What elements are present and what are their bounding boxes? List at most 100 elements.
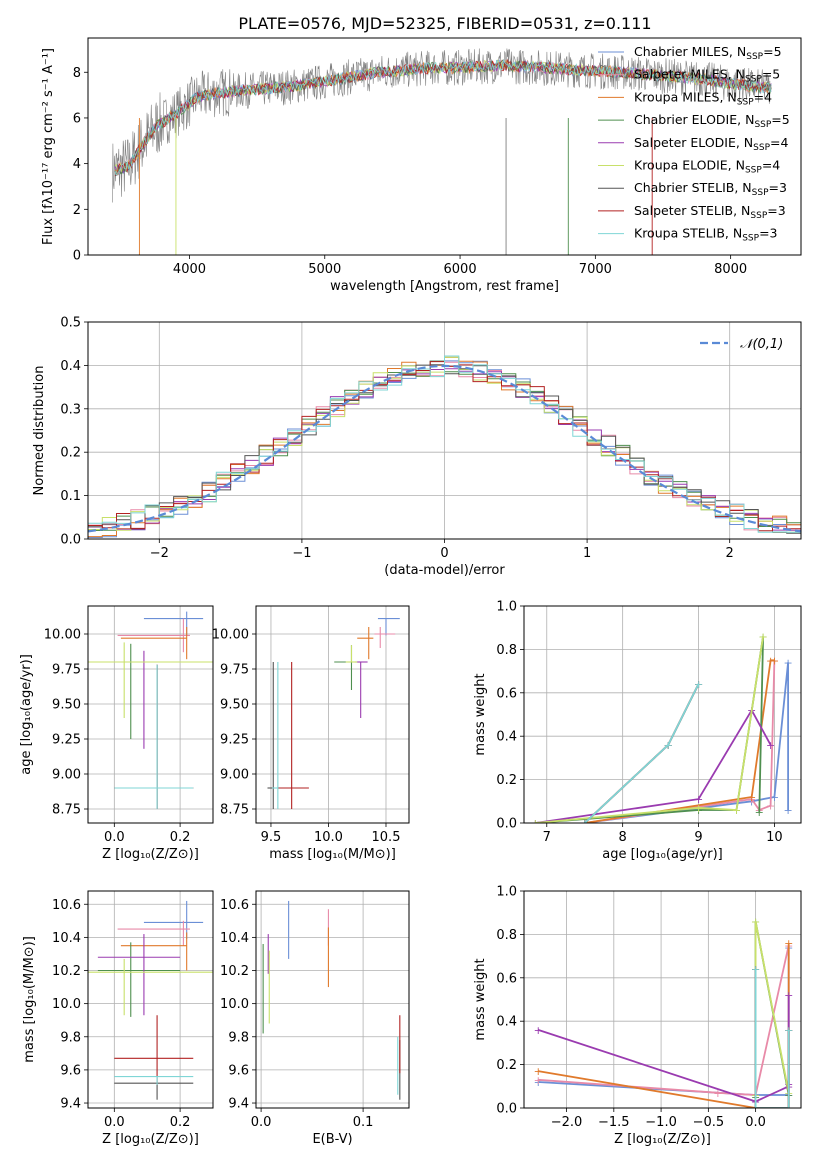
- x-tick-label: −1.5: [598, 1115, 630, 1130]
- y-tick-label: 0: [73, 249, 81, 264]
- y-tick-label: 2: [73, 203, 81, 218]
- series-salpeter-elodie: [535, 708, 772, 823]
- y-tick-label: 1.0: [496, 885, 517, 900]
- y-tick-label: 10.6: [220, 898, 249, 913]
- y-tick-label: 10.2: [52, 964, 81, 979]
- ebv-panel: 0.0 0.1 9.4 9.6 9.8 10.0 10.2 10.4 10.6 E(B-V): [220, 890, 410, 1147]
- y-tick-label: 9.50: [52, 698, 81, 713]
- series-marker: +: [531, 817, 540, 830]
- series-marker: +: [580, 817, 589, 830]
- x-axis-label: Z [log₁₀(Z/Z⊙)]: [614, 1132, 711, 1147]
- x-axis-label: Z [log₁₀(Z/Z⊙)]: [102, 847, 199, 862]
- x-tick-label: 0.0: [104, 830, 125, 845]
- age-vs-mass-panel: 9.5 10.0 10.5 8.75 9.00 9.25 9.50 9.75 10.00 mass…: [212, 605, 410, 862]
- series-marker: +: [784, 1024, 793, 1037]
- x-tick-label: −1.0: [645, 1115, 677, 1130]
- series-marker: +: [713, 1087, 722, 1100]
- series-marker: +: [747, 793, 756, 806]
- massweight-vs-age-panel: 7 8 9 10 0.0 0.2 0.4 0.6 0.8 1.0 age [log₁₀(age/yr…: [473, 600, 802, 862]
- x-tick-label: 9: [694, 830, 702, 845]
- series-marker: +: [784, 1102, 793, 1115]
- y-tick-label: 9.4: [60, 1097, 81, 1112]
- x-tick-label: 4000: [173, 262, 206, 277]
- y-tick-label: 0.8: [496, 928, 517, 943]
- y-tick-label: 0.6: [496, 971, 517, 986]
- series-marker: +: [694, 793, 703, 806]
- y-tick-label: 9.6: [228, 1063, 249, 1078]
- y-tick-label: 9.4: [228, 1097, 249, 1112]
- series-marker: +: [534, 1065, 543, 1078]
- x-axis-label: Z [log₁₀(Z/Z⊙)]: [102, 1132, 199, 1147]
- y-tick-label: 8.75: [220, 803, 249, 818]
- axes-frame: [87, 321, 802, 540]
- series-marker: +: [747, 795, 756, 808]
- axes-frame: [255, 890, 410, 1109]
- legend-label: 𝒩(0,1): [740, 337, 783, 352]
- y-tick-label: 10.0: [52, 997, 81, 1012]
- y-tick-label: 6: [73, 111, 81, 126]
- x-tick-label: −2.0: [551, 1115, 583, 1130]
- series-marker: +: [534, 1074, 543, 1087]
- y-axis-label: mass weight: [473, 958, 488, 1040]
- y-tick-label: 9.75: [52, 663, 81, 678]
- series-marker: +: [766, 739, 775, 752]
- series-marker: +: [531, 817, 540, 830]
- spectrum-panel: 4000 5000 6000 7000 8000 0 2 4 6 8 wavelength [Ang…: [41, 37, 802, 294]
- y-tick-label: 0.4: [496, 730, 517, 745]
- y-tick-label: 0.0: [60, 533, 81, 548]
- y-tick-label: 10.00: [44, 628, 81, 643]
- legend-label: Kroupa ELODIE, NSSP=4: [634, 158, 780, 176]
- y-tick-label: 10.6: [52, 898, 81, 913]
- y-tick-label: 10.4: [52, 931, 81, 946]
- y-tick-label: 0.6: [496, 686, 517, 701]
- series-marker: +: [580, 817, 589, 830]
- y-tick-label: 0.2: [496, 773, 517, 788]
- x-axis-label: age [log₁₀(age/yr)]: [602, 847, 723, 862]
- axes-frame: [87, 890, 214, 1109]
- age-vs-Z-panel: 0.0 0.2 8.75 9.00 9.25 9.50 9.75 10.00 Z [log₁₀(…: [19, 605, 214, 862]
- y-tick-label: 10.0: [220, 997, 249, 1012]
- x-tick-label: 10: [766, 830, 783, 845]
- y-tick-label: 0.1: [60, 489, 81, 504]
- y-tick-label: 0.4: [496, 1015, 517, 1030]
- y-tick-label: 1.0: [496, 600, 517, 615]
- x-tick-label: 0.1: [353, 1115, 374, 1130]
- series-marker: +: [755, 806, 764, 819]
- series-marker: +: [783, 656, 792, 669]
- x-tick-label: 0.2: [170, 1115, 191, 1130]
- y-tick-label: 0.8: [496, 643, 517, 658]
- axes-frame: [255, 605, 410, 824]
- y-tick-label: 0.0: [496, 817, 517, 832]
- y-tick-label: 9.00: [52, 768, 81, 783]
- y-tick-label: 0.5: [60, 316, 81, 331]
- y-tick-label: 9.00: [220, 768, 249, 783]
- series-marker: +: [751, 1102, 760, 1115]
- y-tick-label: 9.25: [220, 733, 249, 748]
- y-tick-label: 0.3: [60, 402, 81, 417]
- y-tick-label: 9.8: [60, 1030, 81, 1045]
- massweight-vs-Z-lines: ++ ++++ ++++ +++++++++++++++ ++++ ++++ ++: [534, 915, 793, 1115]
- x-axis-label: (data-model)/error: [384, 563, 505, 578]
- mass-vs-Z-errorbars: [88, 900, 213, 1100]
- mass-vs-Z-panel: 0.0 0.2 9.4 9.6 9.8 10.0 10.2 10.4 10.6 Z [log₁₀(…: [22, 890, 214, 1147]
- x-tick-label: 8: [619, 830, 627, 845]
- massweight-vs-Z-panel: −2.0 −1.5 −1.0 −0.5 0.0 0.0 0.2 0.4 0.6 0.8 1.0 Z […: [473, 885, 802, 1147]
- x-tick-label: 0.0: [745, 1115, 766, 1130]
- series-marker: +: [534, 1076, 543, 1089]
- y-tick-label: 8: [73, 66, 81, 81]
- series-marker: +: [747, 791, 756, 804]
- series-marker: +: [770, 654, 779, 667]
- legend-label: Chabrier ELODIE, NSSP=5: [634, 112, 790, 130]
- x-tick-label: 0.0: [251, 1115, 272, 1130]
- y-axis-label: mass [log₁₀(M/M⊙)]: [22, 936, 37, 1063]
- y-axis-label: Flux [fλ10⁻¹⁷ erg cm⁻² s⁻¹ A⁻¹]: [41, 48, 56, 245]
- series-chabrier-miles: [584, 662, 789, 823]
- legend-label: Chabrier MILES, NSSP=5: [634, 44, 782, 62]
- x-tick-label: 5000: [308, 262, 341, 277]
- x-tick-label: 0: [440, 546, 448, 561]
- x-tick-label: 9.5: [261, 830, 282, 845]
- series-marker: +: [534, 1024, 543, 1037]
- age-vs-mass-errorbars: [267, 618, 400, 809]
- legend-label: Chabrier STELIB, NSSP=3: [634, 180, 787, 198]
